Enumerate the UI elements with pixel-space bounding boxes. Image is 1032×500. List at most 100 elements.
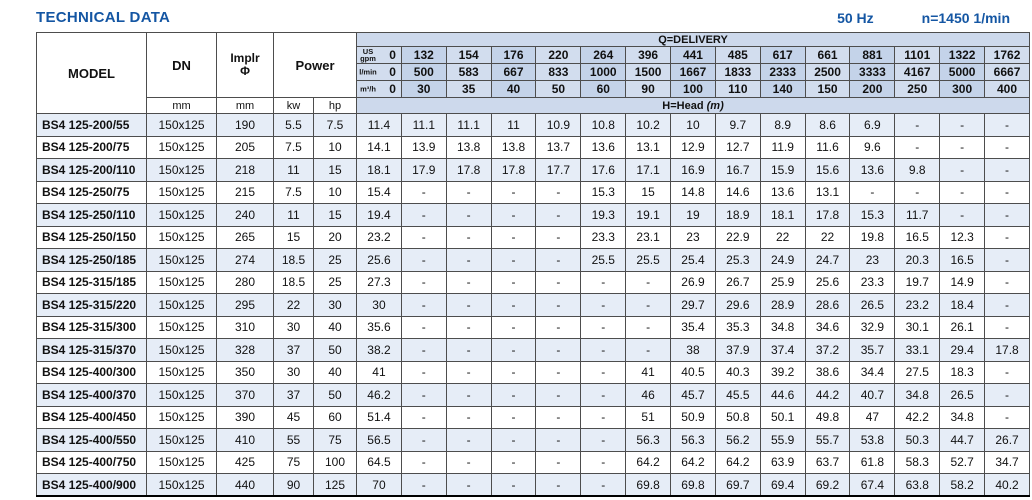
kw-cell: 75: [273, 450, 314, 474]
kw-cell: 55: [273, 428, 314, 452]
impeller-cell: 240: [216, 203, 274, 227]
dn-cell: 150x125: [146, 473, 217, 497]
model-cell: BS4 125-400/370: [36, 383, 147, 407]
delivery-flow-value: 5000: [939, 63, 986, 81]
hp-cell: 15: [312, 158, 358, 182]
delivery-flow-value: 176: [490, 46, 537, 64]
head-value-cell: -: [580, 450, 627, 474]
head-value-cell: 19.3: [580, 203, 627, 227]
hp-cell: 40: [312, 315, 358, 339]
impeller-cell: 350: [216, 360, 274, 384]
head-value-cell: -: [580, 338, 627, 362]
head-value-cell: 50.9: [670, 405, 716, 429]
dn-cell: 150x125: [146, 270, 217, 294]
head-value-cell: 44.6: [759, 383, 806, 407]
head-value-cell: -: [625, 270, 672, 294]
head-value-cell: 40.5: [670, 360, 716, 384]
head-value-cell: 22: [804, 225, 851, 249]
head-value-cell: 11.6: [804, 135, 851, 159]
head-value-cell: -: [400, 383, 447, 407]
head-value-cell: -: [490, 203, 537, 227]
head-value-cell: -: [535, 270, 582, 294]
head-value-cell: -: [984, 270, 1030, 294]
delivery-flow-value: 200: [849, 80, 896, 98]
head-value-cell: 10.2: [625, 113, 672, 137]
head-value-cell: 23.3: [849, 270, 896, 294]
delivery-flow-value: 1667: [670, 63, 716, 81]
dn-cell: 150x125: [146, 383, 217, 407]
head-value-cell: -: [984, 180, 1030, 204]
head-value-cell: -: [580, 270, 627, 294]
head-value-cell: 52.7: [939, 450, 986, 474]
head-value-cell: -: [400, 338, 447, 362]
head-value-cell: 61.8: [849, 450, 896, 474]
dn-cell: 150x125: [146, 248, 217, 272]
delivery-flow-value: 264: [580, 46, 627, 64]
head-value-cell: 64.2: [714, 450, 761, 474]
head-value-cell: -: [939, 135, 986, 159]
head-value-cell: 64.5: [356, 450, 402, 474]
head-value-cell: 55.7: [804, 428, 851, 452]
head-value-cell: -: [400, 225, 447, 249]
head-value-cell: 27.3: [356, 270, 402, 294]
hp-cell: 75: [312, 428, 358, 452]
header-row-delivery-title: MODEL DN Implr Φ Power Q=DELIVERY: [36, 32, 1030, 114]
head-value-cell: -: [535, 405, 582, 429]
head-value-cell: 26.9: [670, 270, 716, 294]
head-value-cell: 19.1: [625, 203, 672, 227]
speed-label: n=1450 1/min: [921, 9, 1010, 26]
head-value-cell: 58.2: [939, 473, 986, 497]
head-value-cell: -: [984, 293, 1030, 317]
head-value-cell: 47: [849, 405, 896, 429]
head-value-cell: 37.2: [804, 338, 851, 362]
delivery-flow-value: 1762: [984, 46, 1030, 64]
impeller-cell: 265: [216, 225, 274, 249]
head-value-cell: 63.7: [804, 450, 851, 474]
head-value-cell: 38.6: [804, 360, 851, 384]
delivery-flow-value: 396: [625, 46, 672, 64]
delivery-unit-zero-cell: m³/h 0: [356, 80, 402, 98]
pump-row: BS4 125-400/750 150x125 425 75 100 64.5- - - - -6…: [36, 450, 1030, 474]
delivery-unit-label: US gpm: [360, 47, 376, 63]
head-value-cell: 13.6: [849, 158, 896, 182]
head-value-cell: 42.2: [894, 405, 941, 429]
head-value-cell: 10.9: [535, 113, 582, 137]
head-value-cell: 34.7: [984, 450, 1030, 474]
head-value-cell: -: [984, 225, 1030, 249]
hp-cell: 15: [312, 203, 358, 227]
delivery-flow-value: 441: [670, 46, 716, 64]
delivery-unit-zero-cell: US gpm 0: [356, 46, 402, 64]
head-value-cell: 16.5: [894, 225, 941, 249]
head-value-cell: 69.7: [714, 473, 761, 497]
hp-cell: 7.5: [312, 113, 358, 137]
delivery-flow-value: 1833: [714, 63, 761, 81]
kw-header: kw: [273, 97, 314, 114]
head-value-cell: 14.9: [939, 270, 986, 294]
hp-cell: 30: [312, 293, 358, 317]
head-value-cell: 11.9: [759, 135, 806, 159]
delivery-flow-value: 1101: [894, 46, 941, 64]
head-value-cell: 38.2: [356, 338, 402, 362]
head-value-cell: -: [445, 428, 492, 452]
impeller-cell: 310: [216, 315, 274, 339]
kw-cell: 18.5: [273, 248, 314, 272]
pump-row: BS4 125-315/185 150x125 280 18.5 25 27.3- - - - -…: [36, 270, 1030, 294]
delivery-flow-value: 250: [894, 80, 941, 98]
head-value-cell: -: [894, 135, 941, 159]
power-column-header: Power: [272, 32, 358, 98]
model-cell: BS4 125-315/370: [36, 338, 147, 362]
head-value-cell: -: [535, 293, 582, 317]
head-value-cell: 13.1: [625, 135, 672, 159]
head-value-cell: 56.5: [356, 428, 402, 452]
head-label: H=Head: [662, 99, 704, 112]
hp-cell: 60: [312, 405, 358, 429]
head-value-cell: 23.2: [356, 225, 402, 249]
delivery-flow-value: 100: [670, 80, 716, 98]
head-value-cell: 15.6: [804, 158, 851, 182]
head-value-cell: 63.8: [894, 473, 941, 497]
head-value-cell: 28.9: [759, 293, 806, 317]
head-value-cell: -: [939, 180, 986, 204]
head-value-cell: -: [445, 473, 492, 497]
delivery-flow-value: 30: [400, 80, 447, 98]
impeller-cell: 425: [216, 450, 274, 474]
